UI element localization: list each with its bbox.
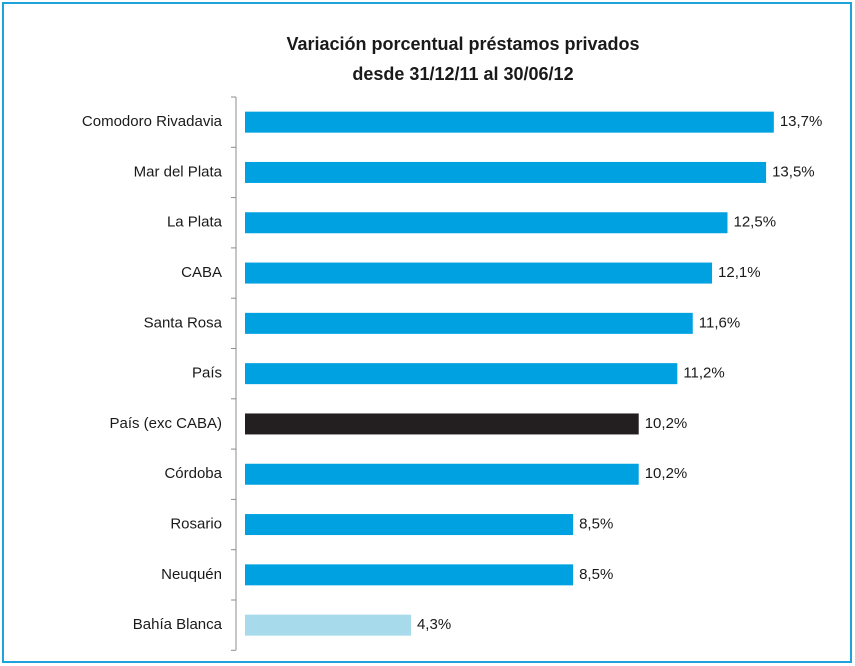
category-label: La Plata — [167, 214, 223, 231]
bar — [245, 463, 639, 485]
bar — [245, 564, 574, 586]
category-label: Bahía Blanca — [133, 616, 223, 633]
bar — [245, 111, 774, 133]
category-label: Córdoba — [164, 465, 222, 482]
value-label: 11,2% — [683, 365, 724, 382]
bar — [245, 363, 678, 385]
chart-title: Variación porcentual préstamos privados — [286, 34, 639, 54]
value-label: 13,7% — [780, 113, 823, 130]
category-label: CABA — [181, 264, 222, 281]
category-label: Rosario — [170, 516, 222, 533]
category-label: País — [192, 365, 222, 382]
bar — [245, 212, 728, 234]
bar — [245, 413, 639, 435]
value-label: 13,5% — [772, 163, 815, 180]
value-label: 12,1% — [718, 264, 761, 281]
value-label: 8,5% — [579, 516, 613, 533]
category-label: Mar del Plata — [134, 163, 223, 180]
chart-title: desde 31/12/11 al 30/06/12 — [352, 64, 573, 84]
bar — [245, 262, 713, 284]
value-label: 11,6% — [699, 314, 740, 331]
value-label: 4,3% — [417, 616, 451, 633]
category-label: Neuquén — [161, 566, 222, 583]
bar — [245, 161, 767, 183]
bar — [245, 312, 693, 334]
bar — [245, 514, 574, 536]
value-label: 12,5% — [734, 214, 777, 231]
bar — [245, 614, 411, 636]
category-label: País (exc CABA) — [109, 415, 222, 432]
value-label: 10,2% — [645, 465, 688, 482]
category-label: Santa Rosa — [144, 314, 223, 331]
value-label: 8,5% — [579, 566, 613, 583]
category-label: Comodoro Rivadavia — [82, 113, 223, 130]
value-label: 10,2% — [645, 415, 688, 432]
